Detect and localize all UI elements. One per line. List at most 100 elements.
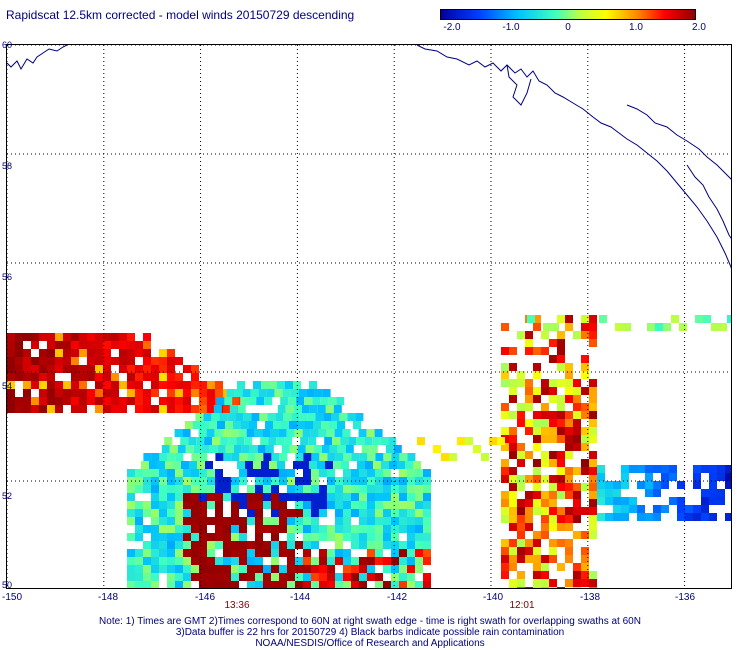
wind-cell xyxy=(215,485,223,493)
wind-cell xyxy=(391,557,399,565)
wind-cell xyxy=(167,357,175,365)
wind-cell xyxy=(111,405,119,413)
wind-cell xyxy=(375,541,383,549)
swath-time: 13:36 xyxy=(224,600,250,611)
wind-cell xyxy=(235,413,244,421)
wind-cell xyxy=(629,465,637,473)
wind-cell xyxy=(295,565,303,573)
wind-cell xyxy=(693,481,701,489)
wind-cell xyxy=(351,581,359,588)
wind-cell xyxy=(581,435,589,443)
wind-cell xyxy=(55,357,63,365)
wind-cell xyxy=(383,469,391,477)
wind-cell xyxy=(263,581,271,588)
wind-cell xyxy=(209,445,218,453)
wind-cell xyxy=(589,435,597,443)
wind-cell xyxy=(23,349,31,357)
wind-cell xyxy=(343,557,351,565)
wind-cell xyxy=(383,533,391,541)
wind-cell xyxy=(391,517,399,525)
wind-cell xyxy=(383,525,391,533)
wind-cell xyxy=(161,445,170,453)
wind-cell xyxy=(533,443,541,451)
wind-cell xyxy=(501,411,509,419)
wind-cell xyxy=(167,557,175,565)
wind-cell xyxy=(589,451,597,459)
wind-cell xyxy=(141,461,149,469)
wind-cell xyxy=(135,565,143,573)
wind-cell xyxy=(244,437,253,445)
wind-cell xyxy=(183,365,191,373)
wind-cell xyxy=(23,381,31,389)
wind-cell xyxy=(183,525,191,533)
wind-cell xyxy=(215,469,223,477)
wind-cell xyxy=(375,557,383,565)
wind-cell xyxy=(343,533,351,541)
wind-cell xyxy=(517,371,525,379)
wind-cell xyxy=(239,493,247,501)
wind-cell xyxy=(180,437,189,445)
wind-cell xyxy=(243,413,252,421)
wind-cell xyxy=(629,497,637,505)
wind-cell xyxy=(423,501,431,509)
wind-cell xyxy=(319,453,328,461)
wind-cell xyxy=(517,459,525,467)
wind-cell xyxy=(573,499,581,507)
wind-cell xyxy=(167,453,176,461)
wind-cell xyxy=(231,533,239,541)
wind-cell xyxy=(533,371,541,379)
wind-difference-cells xyxy=(7,315,731,588)
wind-cell xyxy=(95,333,103,341)
wind-cell xyxy=(103,389,111,397)
wind-cell xyxy=(242,389,251,397)
wind-cell xyxy=(517,419,525,427)
wind-cell xyxy=(597,513,605,521)
wind-cell xyxy=(265,445,274,453)
wind-cell xyxy=(175,485,183,493)
wind-cell xyxy=(693,465,701,473)
wind-cell xyxy=(661,481,669,489)
wind-cell xyxy=(311,573,319,581)
wind-cell xyxy=(127,581,135,588)
wind-cell xyxy=(501,563,509,571)
wind-cell xyxy=(135,373,143,381)
wind-cell xyxy=(581,411,589,419)
wind-cell xyxy=(167,389,175,397)
wind-cell xyxy=(565,451,573,459)
wind-cell xyxy=(119,341,127,349)
wind-cell xyxy=(236,437,245,445)
colorbar-tick: 0 xyxy=(565,22,571,33)
wind-cell xyxy=(533,475,541,483)
wind-cell xyxy=(525,555,533,563)
wind-cell xyxy=(167,565,175,573)
wind-cell xyxy=(103,349,111,357)
wind-cell xyxy=(71,357,79,365)
wind-cell xyxy=(405,461,413,469)
wind-cell xyxy=(509,499,517,507)
wind-cell xyxy=(525,395,533,403)
wind-cell xyxy=(296,397,305,405)
wind-cell xyxy=(581,403,589,411)
wind-cell xyxy=(517,531,525,539)
wind-cell xyxy=(275,413,284,421)
wind-cell xyxy=(557,315,565,323)
wind-cell xyxy=(589,403,597,411)
wind-cell xyxy=(517,523,525,531)
wind-cell xyxy=(383,565,391,573)
colorbar xyxy=(440,9,696,20)
wind-cell xyxy=(501,555,509,563)
wind-cell xyxy=(333,405,342,413)
wind-cell xyxy=(581,555,589,563)
wind-cell xyxy=(423,469,431,477)
wind-cell xyxy=(322,389,331,397)
wind-cell xyxy=(294,429,303,437)
wind-cell xyxy=(231,509,239,517)
wind-cell xyxy=(303,517,311,525)
wind-cell xyxy=(719,323,727,331)
wind-cell xyxy=(581,547,589,555)
wind-cell xyxy=(319,533,327,541)
wind-cell xyxy=(565,427,573,435)
wind-cell xyxy=(351,501,359,509)
wind-cell xyxy=(541,515,549,523)
wind-cell xyxy=(501,379,509,387)
